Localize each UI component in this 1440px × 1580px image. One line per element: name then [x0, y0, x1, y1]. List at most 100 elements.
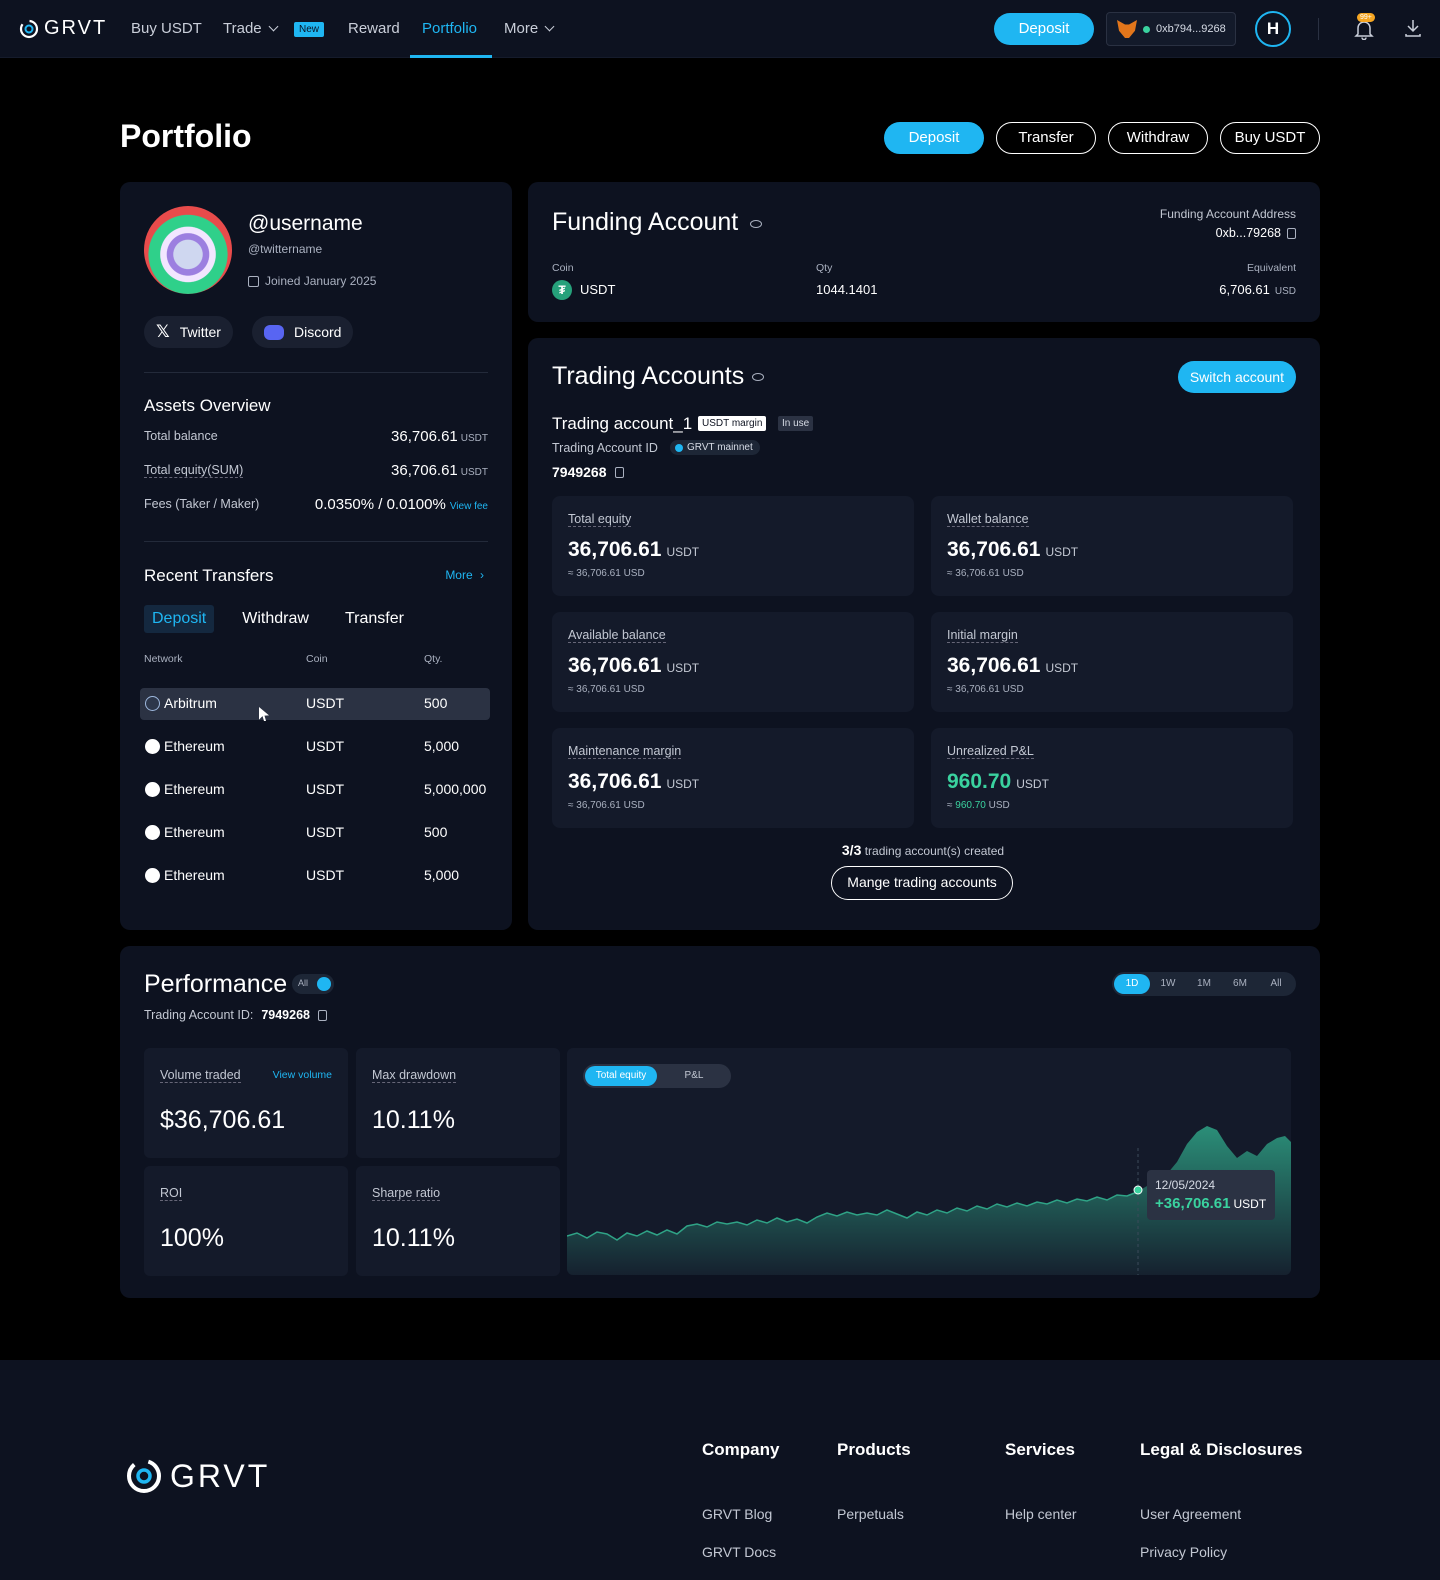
total-equity-label[interactable]: Total equity(SUM): [144, 463, 244, 478]
coin-cell: USDT: [306, 867, 345, 883]
table-row[interactable]: Ethereum USDT 5,000: [140, 731, 490, 763]
nav-deposit-button[interactable]: Deposit: [994, 13, 1094, 45]
manage-accounts-button[interactable]: Mange trading accounts: [831, 866, 1013, 900]
tab-pnl[interactable]: P&L: [684, 1070, 704, 1081]
table-row[interactable]: Ethereum USDT 5,000: [140, 860, 490, 892]
chevron-down-icon: [268, 21, 279, 32]
equity-chart[interactable]: Total equity P&L 12/05/2024 +36,706.61 US…: [567, 1048, 1291, 1275]
table-row[interactable]: Ethereum USDT 500: [140, 817, 490, 849]
tab-deposit[interactable]: Deposit: [144, 605, 215, 633]
metric-sub: ≈ 960.70 USD: [947, 800, 1010, 811]
unit: USDT: [666, 661, 700, 675]
user-avatar[interactable]: H: [1255, 11, 1291, 47]
metric-unrealized-pnl: Unrealized P&L 960.70 USDT ≈ 960.70 USD: [931, 728, 1293, 828]
stat-volume-traded: Volume traded View volume $36,706.61: [144, 1048, 348, 1158]
qty-cell: 5,000,000: [424, 781, 487, 797]
view-volume-link[interactable]: View volume: [272, 1069, 332, 1081]
eye-icon[interactable]: [752, 373, 764, 381]
range-all[interactable]: All: [1270, 978, 1282, 989]
stat-label: Max drawdown: [372, 1068, 457, 1083]
copy-icon[interactable]: [318, 1009, 327, 1021]
metric-value: 36,706.61 USDT: [568, 770, 699, 794]
switch-account-button[interactable]: Switch account: [1177, 361, 1296, 393]
tab-withdraw[interactable]: Withdraw: [242, 610, 309, 627]
range-1m[interactable]: 1M: [1197, 978, 1211, 989]
username: @username: [248, 212, 363, 235]
tooltip-unit: USDT: [1233, 1197, 1267, 1211]
unit: USDT: [666, 777, 700, 791]
nav-portfolio[interactable]: Portfolio: [422, 20, 478, 37]
coin-value: USDT: [580, 282, 616, 297]
metric-maintenance-margin: Maintenance margin 36,706.61 USDT ≈ 36,70…: [552, 728, 914, 828]
withdraw-button[interactable]: Withdraw: [1108, 122, 1208, 154]
toggle-label: All: [298, 978, 309, 988]
nav-more[interactable]: More: [504, 20, 555, 37]
footer-company-title: Company: [702, 1440, 780, 1459]
table-row[interactable]: Arbitrum USDT 500: [140, 688, 490, 720]
transfer-button[interactable]: Transfer: [996, 122, 1096, 154]
total-equity-value: 36,706.61 USDT: [391, 462, 488, 479]
more-transfers-link[interactable]: More ›: [445, 568, 484, 582]
performance-card: Performance All Trading Account ID: 7949…: [120, 946, 1320, 1298]
coin-cell: USDT: [306, 824, 345, 840]
footer-link-privacy[interactable]: Privacy Policy: [1140, 1544, 1228, 1560]
footer-link-docs[interactable]: GRVT Docs: [702, 1544, 777, 1560]
footer-link-perpetuals[interactable]: Perpetuals: [837, 1506, 904, 1522]
account-count-value: 3/3: [841, 842, 862, 858]
metric-initial-margin: Initial margin 36,706.61 USDT ≈ 36,706.61…: [931, 612, 1293, 712]
metamask-icon: [1117, 20, 1137, 38]
eye-icon[interactable]: [750, 220, 762, 228]
stat-value: 10.11%: [372, 1106, 455, 1134]
tab-total-equity[interactable]: Total equity: [585, 1066, 657, 1086]
funding-address: 0xb...79268: [1216, 226, 1296, 240]
nav-reward[interactable]: Reward: [348, 20, 400, 37]
footer-logo[interactable]: GRVT: [124, 1456, 270, 1496]
copy-icon[interactable]: [614, 466, 624, 478]
perf-id-value: 7949268: [261, 1008, 310, 1022]
range-6m[interactable]: 6M: [1233, 978, 1247, 989]
qty-label: Qty: [816, 262, 833, 274]
twitter-button[interactable]: 𝕏 Twitter: [144, 316, 233, 348]
tooltip-amount: +36,706.61: [1155, 1195, 1231, 1212]
discord-button[interactable]: Discord: [252, 316, 354, 348]
view-fee-link[interactable]: View fee: [449, 501, 488, 512]
buy-usdt-button[interactable]: Buy USDT: [1220, 122, 1320, 154]
unit: USD: [1002, 684, 1024, 695]
equivalent-value: 6,706.61 USD: [1219, 282, 1296, 297]
grvt-logo[interactable]: GRVT: [18, 17, 107, 40]
stat-roi: ROI 100%: [144, 1166, 348, 1276]
nav-trade[interactable]: Trade: [223, 20, 279, 37]
trading-accounts-title: Trading Accounts: [552, 362, 745, 390]
range-1d[interactable]: 1D: [1114, 974, 1150, 994]
copy-icon[interactable]: [1287, 227, 1296, 239]
footer-link-blog[interactable]: GRVT Blog: [702, 1506, 773, 1522]
metric-label: Unrealized P&L: [947, 744, 1034, 759]
download-icon[interactable]: [1404, 18, 1422, 38]
network-cell: Ethereum: [164, 867, 225, 883]
chart-tooltip: 12/05/2024 +36,706.61 USDT: [1147, 1170, 1275, 1220]
header-qty: Qty.: [424, 653, 443, 665]
funding-account-title: Funding Account: [552, 208, 739, 236]
footer-link-user-agreement[interactable]: User Agreement: [1140, 1506, 1242, 1522]
connected-dot: [1143, 25, 1150, 33]
metric-value: 36,706.61 USDT: [947, 538, 1078, 562]
tab-transfer[interactable]: Transfer: [344, 610, 404, 627]
wallet-button[interactable]: 0xb794...9268: [1106, 12, 1236, 46]
range-1w[interactable]: 1W: [1160, 978, 1176, 989]
qty-cell: 500: [424, 695, 448, 711]
footer-link-help[interactable]: Help center: [1005, 1506, 1077, 1522]
x-icon: 𝕏: [156, 322, 170, 341]
stat-max-drawdown: Max drawdown 10.11%: [356, 1048, 560, 1158]
table-row[interactable]: Ethereum USDT 5,000,000: [140, 774, 490, 806]
unit: USDT: [1045, 661, 1079, 675]
performance-title: Performance: [144, 970, 288, 998]
twitter-handle: @twittername: [248, 242, 323, 256]
bell-icon[interactable]: [1354, 18, 1374, 40]
metric-value: 36,706.61 USDT: [947, 654, 1078, 678]
stat-sharpe-ratio: Sharpe ratio 10.11%: [356, 1166, 560, 1276]
metric-label: Total equity: [568, 512, 632, 527]
all-toggle[interactable]: All: [292, 974, 334, 994]
deposit-button[interactable]: Deposit: [884, 122, 984, 154]
nav-more-label: More: [504, 20, 539, 37]
nav-buy-usdt[interactable]: Buy USDT: [131, 20, 202, 37]
